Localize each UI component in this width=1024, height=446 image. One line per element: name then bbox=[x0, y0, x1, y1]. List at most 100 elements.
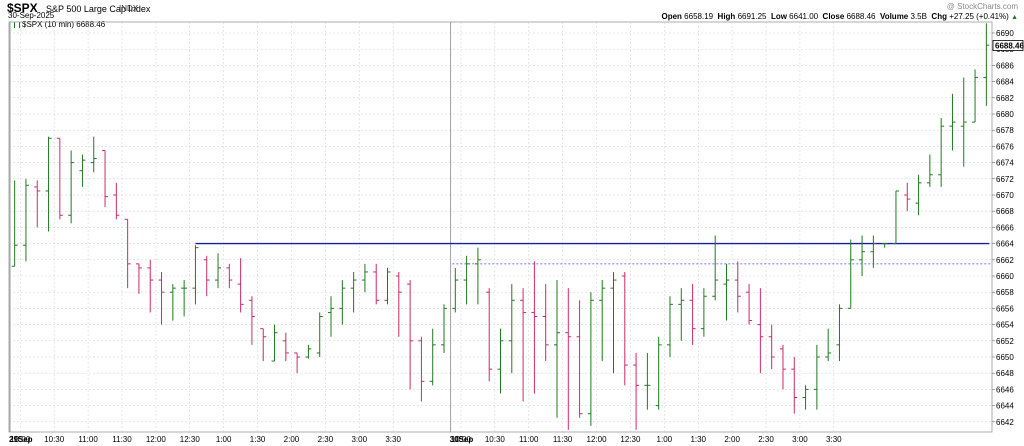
last-price-label: 6688.46 bbox=[995, 41, 1024, 50]
y-tick-label: 6646 bbox=[996, 385, 1014, 394]
ohlc-bar bbox=[813, 344, 820, 410]
x-tick-label: 29Sep bbox=[9, 435, 33, 444]
up-arrow-icon: ▲ bbox=[1011, 14, 1018, 21]
ohlc-bar bbox=[373, 263, 380, 305]
y-tick-label: 6676 bbox=[996, 142, 1014, 151]
ohlc-bar bbox=[542, 284, 549, 362]
y-tick-label: 6690 bbox=[996, 29, 1014, 38]
ohlc-bar bbox=[926, 154, 933, 187]
ohlc-bar bbox=[68, 150, 75, 224]
y-tick-label: 6684 bbox=[996, 78, 1014, 87]
ohlc-bar bbox=[712, 235, 719, 301]
chg-value: +27.25 (+0.41%) bbox=[949, 12, 1009, 21]
plot-frame bbox=[8, 21, 993, 433]
ohlc-bar bbox=[678, 288, 685, 341]
y-tick-label: 6660 bbox=[996, 272, 1014, 281]
ohlc-bar bbox=[746, 284, 753, 325]
x-tick-label: 1:00 bbox=[657, 435, 673, 444]
x-tick-label: 12:30 bbox=[180, 435, 201, 444]
x-tick-label: 12:30 bbox=[620, 435, 641, 444]
y-tick-label: 6644 bbox=[996, 402, 1014, 411]
ohlc-bar bbox=[271, 324, 278, 362]
x-tick-label: 2:30 bbox=[318, 435, 334, 444]
ohlc-bar bbox=[983, 23, 990, 106]
x-tick-label: 1:30 bbox=[690, 435, 706, 444]
ohlc-bar bbox=[972, 69, 979, 123]
ohlc-bar bbox=[429, 328, 436, 386]
series-label: $SPX (10 min) 6688.46 bbox=[14, 20, 105, 29]
ohlc-bar bbox=[305, 344, 312, 359]
ohlc-bar bbox=[260, 328, 267, 362]
ohlc-bar bbox=[689, 284, 696, 345]
ohlc-bar bbox=[949, 93, 956, 151]
x-tick-label: 10:30 bbox=[485, 435, 506, 444]
ohlc-bar bbox=[215, 253, 222, 289]
y-tick-label: 6656 bbox=[996, 304, 1014, 313]
last-price-tag bbox=[992, 40, 1024, 51]
x-tick-label: 3:00 bbox=[351, 435, 367, 444]
ohlc-bar bbox=[407, 280, 414, 390]
x-tick-label: 2:30 bbox=[758, 435, 774, 444]
ohlc-bar bbox=[791, 357, 798, 414]
y-tick-label: 6662 bbox=[996, 256, 1014, 265]
ohlc-bar bbox=[486, 288, 493, 382]
ohlc-bar bbox=[723, 263, 730, 321]
ohlc-bar bbox=[700, 288, 707, 337]
open-value: 6658.19 bbox=[684, 12, 714, 21]
ohlc-bar bbox=[520, 288, 527, 402]
ohlc-bar bbox=[587, 292, 594, 426]
ohlc-bar bbox=[226, 263, 233, 289]
ohlc-bar bbox=[508, 284, 515, 374]
symbol: $SPX bbox=[7, 1, 38, 15]
y-axis: 6642 6644 6646 6648 6650 6652 6654 6656 6658 6660… bbox=[992, 29, 1024, 427]
x-tick-label: 11:00 bbox=[78, 435, 98, 444]
ohlc-bar bbox=[655, 336, 662, 410]
ohlc-bar bbox=[350, 271, 357, 313]
ohlc-bar bbox=[203, 255, 210, 297]
x-tick-label: 12:00 bbox=[146, 435, 167, 444]
low-label: Low bbox=[770, 12, 787, 21]
chart-date: 30-Sep-2025 bbox=[8, 11, 55, 20]
ohlc-bar bbox=[825, 328, 832, 362]
ohlc-bar bbox=[757, 288, 764, 374]
ohlc-bar bbox=[610, 271, 617, 374]
y-tick-label: 6678 bbox=[996, 126, 1014, 135]
ohlc-bar bbox=[339, 280, 346, 325]
x-tick-label: 10:00 bbox=[10, 435, 31, 444]
close-value: 6688.46 bbox=[846, 12, 876, 21]
ohlc-bar bbox=[847, 239, 854, 309]
ohlc-bar bbox=[384, 267, 391, 305]
x-tick-label: 30Sep bbox=[450, 435, 474, 444]
x-tick-label: 10:30 bbox=[44, 435, 65, 444]
x-tick-label: 3:30 bbox=[385, 435, 401, 444]
ohlc-bar bbox=[90, 136, 97, 173]
symbol-exchange: INDX bbox=[119, 4, 139, 13]
y-tick-label: 6670 bbox=[996, 191, 1014, 200]
ohlc-bar bbox=[576, 300, 583, 418]
ohlc-bar bbox=[22, 178, 29, 262]
ohlc-bars bbox=[11, 23, 990, 430]
ohlc-bar bbox=[452, 267, 459, 313]
volume-label: Volume bbox=[879, 12, 909, 21]
ohlc-bar bbox=[328, 296, 335, 337]
symbol-name: S&P 500 Large Cap Index bbox=[46, 4, 151, 14]
ohlc-bar bbox=[836, 304, 843, 362]
y-tick-label: 6666 bbox=[996, 223, 1014, 232]
ohlc-bar bbox=[859, 235, 866, 276]
ohlc-bar bbox=[102, 149, 109, 208]
high-value: 6691.25 bbox=[737, 12, 767, 21]
ohlc-bar bbox=[621, 271, 628, 386]
close-label: Close bbox=[822, 12, 845, 21]
high-label: High bbox=[717, 12, 736, 21]
x-tick-label: 1:00 bbox=[216, 435, 232, 444]
ohlc-readout: Open 6658.19 High 6691.25 Low 6641.00 Cl… bbox=[661, 12, 1018, 21]
grid bbox=[8, 21, 993, 433]
y-tick-label: 6668 bbox=[996, 207, 1014, 216]
ohlc-bar bbox=[474, 247, 481, 305]
ohlc-bar bbox=[599, 280, 606, 362]
ohlc-bar bbox=[565, 288, 572, 430]
level-lines bbox=[195, 242, 992, 265]
x-tick-label: 11:00 bbox=[519, 435, 539, 444]
chg-label: Chg bbox=[931, 12, 947, 21]
